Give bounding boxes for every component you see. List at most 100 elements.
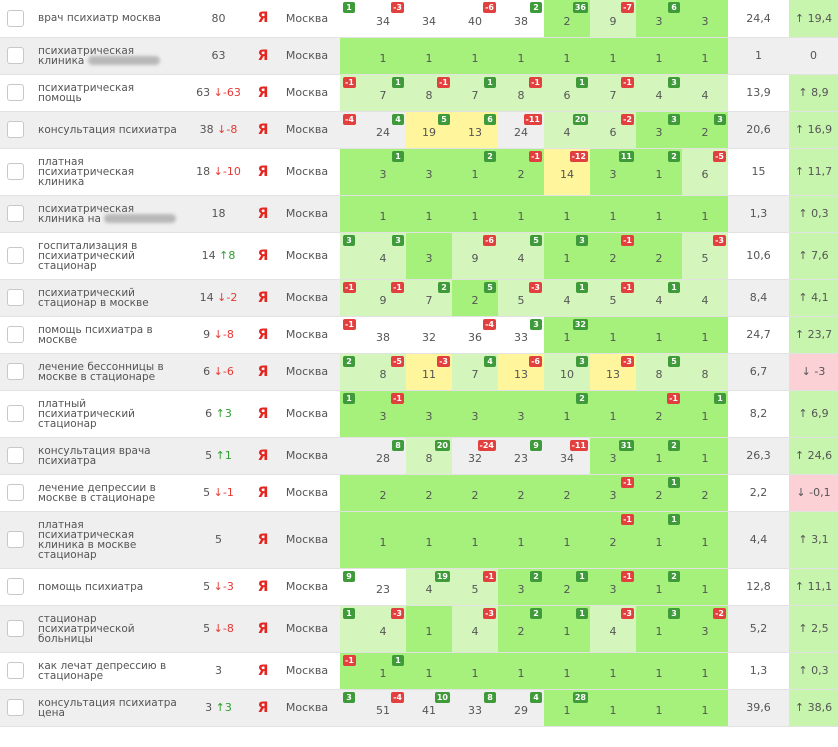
position-delta: 1 <box>343 2 355 13</box>
position-delta: 20 <box>434 439 450 451</box>
position-cell: 23 9 <box>498 437 544 474</box>
position: 32 <box>422 331 436 344</box>
checkbox[interactable] <box>6 484 24 501</box>
position-delta: -11 <box>569 439 588 451</box>
frequency: 3 <box>205 701 213 714</box>
position-cell: 8 -1 <box>498 74 544 111</box>
checkbox[interactable] <box>6 699 24 716</box>
position-cell: 10 3 <box>544 353 590 390</box>
position-delta: -1 <box>343 654 356 666</box>
frequency-change: ↓-8 <box>213 328 234 341</box>
position-delta: 1 <box>668 281 680 293</box>
position-delta: -3 <box>621 607 634 619</box>
checkbox[interactable] <box>6 662 24 679</box>
row: психиатрическая помощь 63 ↓-63 Я Москва -1 7 1… <box>0 74 838 111</box>
position: 1 <box>701 452 709 465</box>
checkbox[interactable] <box>6 205 24 222</box>
keyword-cell: психиатрическая помощь <box>30 74 185 111</box>
position-delta: -2 <box>713 607 726 619</box>
checkbox-cell <box>0 474 30 511</box>
checkbox[interactable] <box>6 9 24 27</box>
position: 1 <box>471 52 479 65</box>
frequency-cell: 38 ↓-8 <box>185 111 252 148</box>
row: психиатрическая клиника на 18 Я Москва 1 1 1 1… <box>0 195 838 232</box>
search-engine: Я <box>257 484 269 501</box>
keyword-cell: помощь психиатра в москве <box>30 316 185 353</box>
position: 1 <box>701 410 709 423</box>
frequency-cell: 63 <box>185 37 252 74</box>
frequency: 6 <box>203 365 211 378</box>
position: 11 <box>422 368 436 381</box>
checkbox-cell <box>0 390 30 437</box>
position: 4 <box>701 89 709 102</box>
checkbox[interactable] <box>6 531 24 548</box>
position: 3 <box>517 583 525 596</box>
position-delta: 1 <box>576 281 588 293</box>
position: 2 <box>655 410 663 423</box>
position: 2 <box>563 489 571 502</box>
position-delta: 1 <box>668 513 680 525</box>
position: 1 <box>517 536 525 549</box>
position-delta: -3 <box>391 607 404 619</box>
position: 4 <box>563 126 571 139</box>
frequency-cell: 5 ↑1 <box>185 437 252 474</box>
keyword: платная психиатрическая клиника <box>38 155 135 188</box>
checkbox[interactable] <box>6 405 24 422</box>
position-cell: 1 <box>452 511 498 568</box>
frequency-change: ↑1 <box>215 449 232 462</box>
position-delta: -1 <box>529 150 542 162</box>
position-cell: 38 <box>360 316 406 353</box>
frequency-cell: 5 <box>185 511 252 568</box>
average-position: 5,2 <box>749 622 768 635</box>
position-cell: 2 <box>406 474 452 511</box>
checkbox[interactable] <box>6 578 24 595</box>
position: 4 <box>425 583 433 596</box>
position-delta: 3 <box>714 113 726 125</box>
search-engine: Я <box>257 699 269 716</box>
search-engine: Я <box>257 47 269 64</box>
position-delta: 4 <box>392 113 404 125</box>
position: 2 <box>655 252 663 265</box>
position: 2 <box>563 14 571 28</box>
position-delta: 36 <box>572 2 588 13</box>
position: 1 <box>425 625 433 638</box>
position-delta: 2 <box>668 570 680 582</box>
position: 9 <box>379 294 387 307</box>
checkbox[interactable] <box>6 289 24 306</box>
checkbox[interactable] <box>6 121 24 138</box>
position-delta: -3 <box>621 355 634 367</box>
checkbox[interactable] <box>6 447 24 464</box>
position-cell: 3 <box>406 148 452 195</box>
frequency: 63 <box>196 86 211 99</box>
average-position: 12,8 <box>746 580 771 593</box>
position-delta: 4 <box>530 691 542 703</box>
position: 1 <box>701 331 709 344</box>
position: 3 <box>517 410 525 423</box>
position: 1 <box>425 536 433 549</box>
position-cell: 3 -1 <box>590 474 636 511</box>
checkbox[interactable] <box>6 163 24 180</box>
frequency-cell: 5 ↓-1 <box>185 474 252 511</box>
position: 3 <box>609 452 617 465</box>
position-delta: 3 <box>392 234 404 246</box>
checkbox[interactable] <box>6 47 24 64</box>
checkbox[interactable] <box>6 620 24 637</box>
checkbox[interactable] <box>6 84 24 101</box>
position-cell: 1 <box>682 437 728 474</box>
position-delta: 10 <box>434 691 450 703</box>
position-cell: 19 5 <box>406 111 452 148</box>
position-cell: 2 -1 <box>498 148 544 195</box>
search-engine: Я <box>257 531 269 548</box>
checkbox[interactable] <box>6 247 24 264</box>
frequency-cell: 14 ↑8 <box>185 232 252 279</box>
row: платная психиатрическая клиника 18 ↓-10 Я М… <box>0 148 838 195</box>
checkbox[interactable] <box>6 326 24 343</box>
keyword: помощь психиатра в москве <box>38 323 153 346</box>
checkbox[interactable] <box>6 363 24 380</box>
position-cell: 2 -1 <box>590 232 636 279</box>
position-delta: -4 <box>391 691 404 703</box>
frequency-cell: 80 <box>185 0 252 37</box>
